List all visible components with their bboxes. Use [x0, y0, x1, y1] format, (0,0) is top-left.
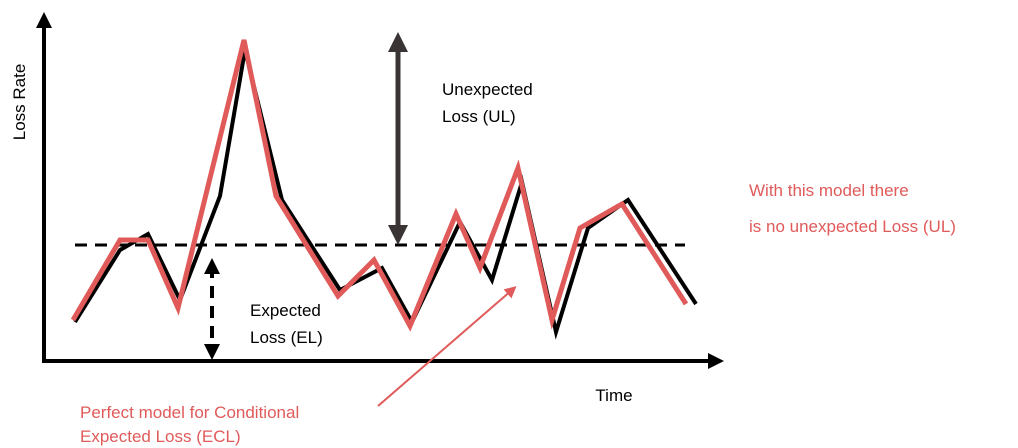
- expected-loss-label-line2: Loss (EL): [250, 328, 323, 347]
- unexpected-loss-label-line1: Unexpected: [442, 80, 533, 99]
- model-note-line1: With this model there: [749, 181, 909, 200]
- unexpected-loss-label-line2: Loss (UL): [442, 107, 516, 126]
- ecl-label-line2: Expected Loss (ECL): [80, 427, 241, 446]
- model-note-line2: is no unexpected Loss (UL): [749, 217, 956, 236]
- chart-axes: [36, 12, 724, 369]
- x-axis-label: Time: [595, 386, 632, 405]
- actual-loss-line: [73, 49, 698, 340]
- expected-loss-label-line1: Expected: [250, 301, 321, 320]
- ecl-label-line1: Perfect model for Conditional: [80, 403, 299, 422]
- ecl-pointer-arrow: [377, 286, 517, 407]
- ecl-model-line: [70, 39, 689, 332]
- y-axis-label: Loss Rate: [10, 64, 29, 141]
